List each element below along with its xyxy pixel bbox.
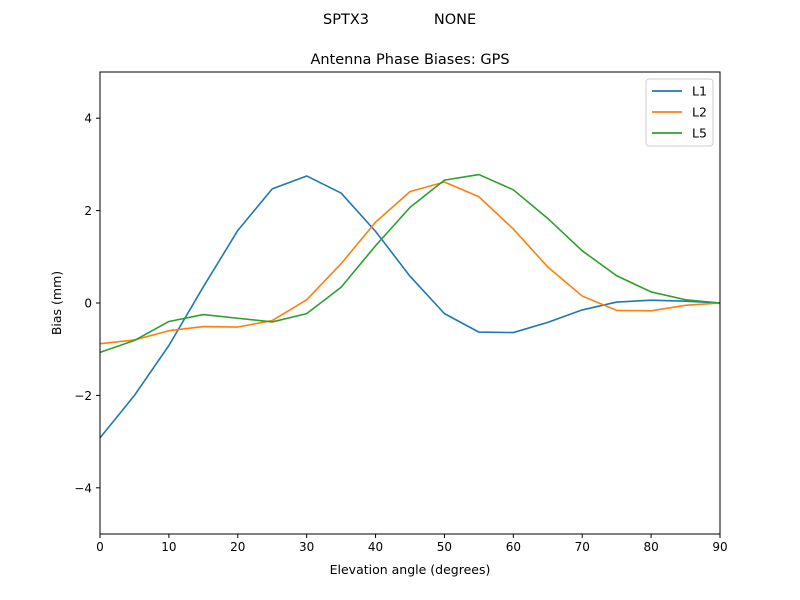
x-tick-label: 60 xyxy=(506,540,521,554)
x-tick-label: 70 xyxy=(575,540,590,554)
plot-frame xyxy=(99,71,721,535)
x-tick-label: 80 xyxy=(643,540,658,554)
y-axis-ticks: −4 −2 0 2 4 xyxy=(74,112,100,495)
x-tick-label: 20 xyxy=(230,540,245,554)
x-tick-label: 40 xyxy=(368,540,383,554)
legend-label-l2: L2 xyxy=(692,105,707,120)
y-axis-label: Bias (mm) xyxy=(49,271,64,335)
legend: L1 L2 L5 xyxy=(645,78,714,147)
series-lines xyxy=(99,173,721,439)
x-axis-label: Elevation angle (degrees) xyxy=(330,562,491,577)
series-line-l2 xyxy=(99,181,721,345)
x-axis-ticks: 0 10 20 30 40 50 60 70 80 90 xyxy=(96,534,728,554)
y-tick-label: −2 xyxy=(74,389,92,403)
series-line-l1 xyxy=(99,175,721,439)
series-line-l5 xyxy=(99,173,721,354)
chart-title: Antenna Phase Biases: GPS xyxy=(310,52,509,68)
x-tick-label: 30 xyxy=(299,540,314,554)
figure-suptitle-right: NONE xyxy=(434,12,476,28)
x-tick-label: 90 xyxy=(712,540,727,554)
y-tick-label: −4 xyxy=(74,481,92,495)
y-tick-label: 4 xyxy=(84,112,92,126)
y-tick-label: 2 xyxy=(84,204,92,218)
x-tick-label: 50 xyxy=(437,540,452,554)
legend-label-l1: L1 xyxy=(692,84,707,99)
legend-label-l5: L5 xyxy=(692,126,707,141)
x-tick-label: 10 xyxy=(161,540,176,554)
y-tick-label: 0 xyxy=(84,297,92,311)
x-tick-label: 0 xyxy=(96,540,104,554)
figure-suptitle-left: SPTX3 xyxy=(323,12,369,28)
